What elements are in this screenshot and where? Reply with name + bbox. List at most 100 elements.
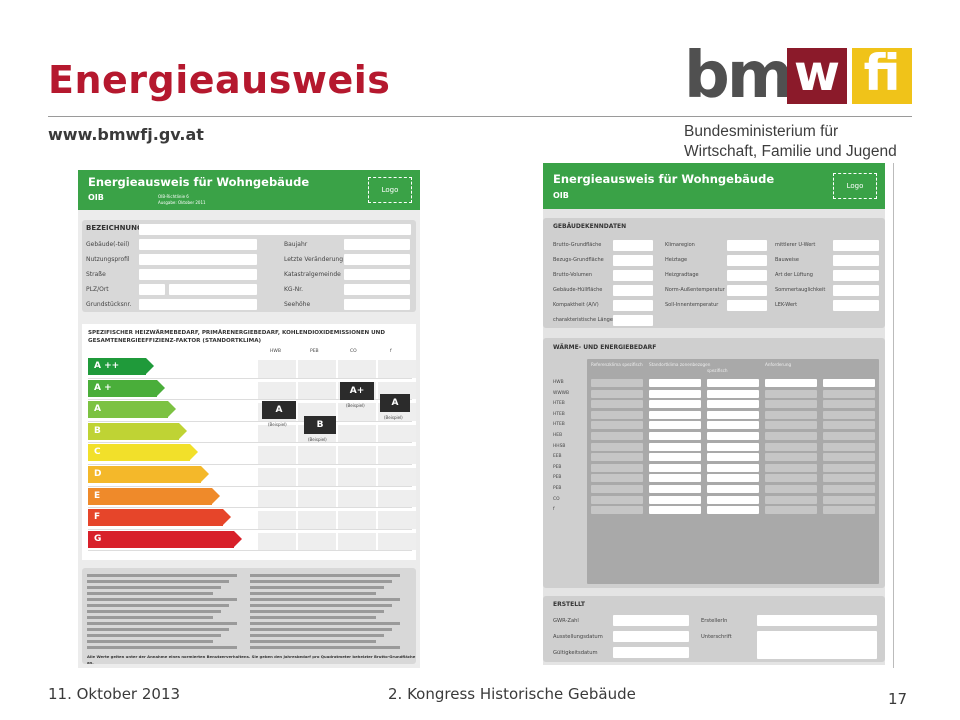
marker-co2-note: (Beispiel) — [346, 403, 365, 408]
ministry-line-2: Wirtschaft, Familie und Jugend — [684, 143, 897, 160]
waerme-row-label: EEB — [553, 454, 562, 460]
value-grundstuecksnr — [139, 299, 257, 310]
website-url: www.bmwfj.gv.at — [48, 125, 204, 144]
waerme-value-box — [591, 410, 643, 419]
definition-text-line — [87, 604, 229, 607]
waerme-row-label: PEB — [553, 464, 562, 470]
waerme-value-box — [649, 389, 701, 398]
field-baujahr: Baujahr — [284, 241, 308, 248]
waerme-col-anforderung: Anforderung — [765, 362, 792, 367]
waerme-value-box — [823, 389, 875, 398]
kenndaten-label: Heiztage — [665, 257, 688, 263]
waerme-heading: WÄRME- UND ENERGIEBEDARF — [553, 344, 657, 351]
marker-peb-note: (Beispiel) — [308, 437, 327, 442]
kenndaten-value-box — [833, 240, 879, 251]
marker-hwb: A — [262, 401, 296, 419]
scale-grid-cell — [378, 532, 416, 551]
energy-class-bar: E — [88, 487, 220, 505]
waerme-value-box — [823, 410, 875, 419]
waerme-value-box — [823, 421, 875, 430]
kenndaten-value-box — [727, 240, 767, 251]
energy-class-bar: A + — [88, 379, 165, 397]
value-plz — [139, 284, 165, 295]
definition-text-line — [250, 634, 384, 637]
waerme-col-standort: Standortklima zonenbezogen — [649, 362, 711, 367]
definition-text-line — [87, 646, 237, 649]
kenndaten-value-box — [613, 240, 653, 251]
marker-fgee: A — [380, 394, 410, 412]
waerme-value-box — [591, 463, 643, 472]
scale-grid-cell — [258, 468, 296, 486]
kenndaten-label: charakteristische Länge — [553, 317, 613, 323]
bezeichnung-heading: BEZEICHNUNG — [86, 224, 143, 232]
scale-grid-cell — [338, 360, 376, 378]
definition-text-line — [250, 580, 392, 583]
kenndaten-value-box — [727, 285, 767, 296]
erstellt-ausstellungsdatum: Ausstellungsdatum — [553, 634, 603, 640]
kenndaten-value-box — [833, 270, 879, 281]
energy-class-label: G — [94, 533, 102, 544]
scale-grid-cell — [338, 424, 376, 443]
energy-class-arrow — [223, 509, 231, 526]
scale-grid-cell — [338, 532, 376, 551]
scale-grid-line — [88, 507, 412, 509]
scale-grid-cell — [338, 489, 376, 508]
definition-text-line — [87, 592, 213, 595]
energy-class-label: C — [94, 447, 101, 458]
scale-grid-cell — [298, 360, 336, 378]
title-divider — [48, 116, 912, 117]
energy-class-bar: F — [88, 509, 231, 527]
waerme-row-label: HTEB — [553, 401, 565, 407]
waerme-value-box — [823, 463, 875, 472]
oib-mark: OIB — [88, 193, 104, 202]
erstellt-erstellerin: ErstellerIn — [701, 618, 728, 624]
value-nutzungsprofil — [139, 254, 257, 265]
scale-grid-line — [88, 464, 412, 465]
erstellt-gwr: GWR-Zahl — [553, 618, 579, 624]
waerme-row-label: PEB — [553, 475, 562, 481]
kenndaten-value-box — [613, 270, 653, 281]
erstellt-heading: ERSTELLT — [553, 601, 585, 608]
col-head-peb: PEB — [310, 349, 319, 354]
right-certificate: Energieausweis für Wohngebäude OIB Logo … — [543, 163, 885, 665]
kenndaten-label: Heizgradtage — [665, 272, 699, 278]
right-logo-placeholder-label: Logo — [846, 182, 864, 190]
bmwfj-logo-w: w — [787, 48, 847, 104]
definition-text-line — [250, 616, 376, 619]
kenndaten-value-box — [613, 300, 653, 311]
kenndaten-label: Brutto-Volumen — [553, 272, 593, 278]
energy-class-label: A — [94, 404, 101, 415]
scale-grid-line — [88, 399, 412, 401]
kenndaten-label: Gebäude-Hüllfläche — [553, 287, 603, 293]
value-ort — [169, 284, 257, 295]
left-certificate: Energieausweis für Wohngebäude OIB OIB-R… — [78, 170, 420, 668]
waerme-value-box — [765, 506, 817, 515]
waerme-row-label: f — [553, 507, 555, 513]
waerme-value-box — [707, 485, 759, 493]
waerme-value-box — [649, 379, 701, 387]
waerme-value-box — [707, 379, 759, 387]
kenndaten-value-box — [833, 285, 879, 296]
kenndaten-label: Art der Lüftung — [775, 272, 813, 278]
scale-grid-cell — [258, 360, 296, 378]
oib-sub-2: Ausgabe: Oktober 2011 — [158, 200, 206, 205]
scale-grid-cell — [298, 511, 336, 529]
scale-grid-cell — [338, 511, 376, 529]
scale-grid-line — [88, 420, 412, 422]
scale-grid-cell — [378, 468, 416, 486]
value-strasse — [139, 269, 257, 280]
waerme-value-box — [765, 410, 817, 419]
left-cert-title: Energieausweis für Wohngebäude — [88, 175, 310, 189]
kenndaten-value-box — [613, 255, 653, 266]
energy-class-arrow — [157, 379, 165, 396]
scale-grid-cell — [298, 468, 336, 486]
field-letzte-veraenderung: Letzte Veränderung — [284, 256, 344, 263]
waerme-value-box — [765, 400, 817, 409]
definition-text-line — [87, 640, 213, 643]
field-seehoehe: Seehöhe — [284, 301, 311, 308]
definition-text-line — [87, 628, 229, 631]
energy-class-bar: A — [88, 401, 176, 419]
erstellt-gwr-box — [613, 615, 689, 626]
energy-class-label: F — [94, 512, 101, 523]
right-logo-placeholder: Logo — [833, 173, 877, 199]
